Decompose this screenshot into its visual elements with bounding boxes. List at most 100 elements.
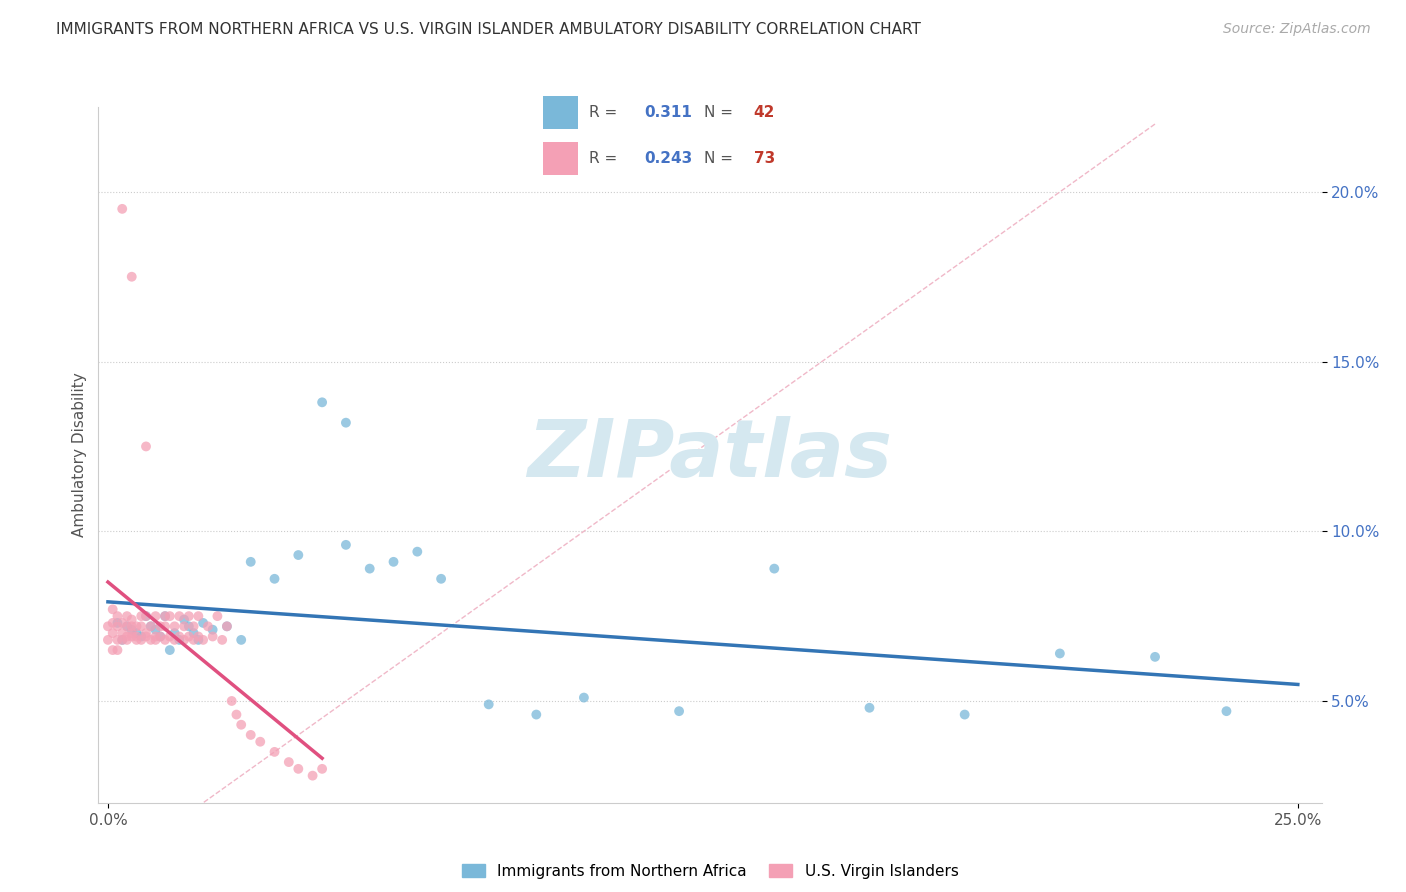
Point (159, 609, 181, 624)
Point (215, 619, 238, 633)
Point (159, 643, 181, 657)
Point (163, 632, 186, 647)
Point (129, 630, 152, 644)
Text: N =: N = (704, 105, 738, 120)
Point (101, 615, 124, 630)
Point (107, 619, 129, 633)
Point (239, 555, 262, 569)
Point (145, 623, 167, 637)
Point (101, 602, 124, 616)
Text: 0.311: 0.311 (644, 105, 692, 120)
Text: ZIPatlas: ZIPatlas (527, 416, 893, 494)
Point (173, 613, 195, 627)
Text: 42: 42 (754, 105, 775, 120)
Point (139, 619, 162, 633)
Point (153, 609, 176, 624)
Point (135, 630, 157, 644)
Point (211, 632, 233, 647)
Point (187, 609, 209, 624)
Point (139, 619, 162, 633)
Point (101, 626, 124, 640)
Point (129, 619, 152, 633)
Text: IMMIGRANTS FROM NORTHERN AFRICA VS U.S. VIRGIN ISLANDER AMBULATORY DISABILITY CO: IMMIGRANTS FROM NORTHERN AFRICA VS U.S. … (56, 22, 921, 37)
Point (145, 630, 167, 644)
Point (125, 626, 148, 640)
Legend: Immigrants from Northern Africa, U.S. Virgin Islanders: Immigrants from Northern Africa, U.S. Vi… (461, 863, 959, 879)
Point (169, 609, 191, 624)
Point (129, 609, 152, 624)
Point (201, 623, 224, 637)
Point (121, 613, 143, 627)
Point (1215, 704, 1237, 718)
Point (135, 626, 157, 640)
Text: N =: N = (704, 151, 738, 166)
Text: R =: R = (589, 105, 623, 120)
Point (111, 202, 134, 216)
Point (169, 632, 191, 647)
Point (301, 769, 323, 783)
Point (111, 615, 134, 630)
Point (478, 698, 501, 712)
Point (121, 626, 143, 640)
Point (231, 632, 253, 647)
Point (107, 615, 129, 630)
Point (177, 609, 200, 624)
Point (311, 762, 333, 776)
Point (858, 700, 880, 714)
Point (115, 632, 138, 647)
Text: R =: R = (589, 151, 623, 166)
Point (121, 630, 143, 644)
Point (139, 632, 162, 647)
Point (149, 630, 172, 644)
Point (335, 416, 357, 430)
Point (1144, 649, 1167, 664)
Point (153, 619, 176, 633)
Point (169, 630, 191, 644)
Point (187, 632, 209, 647)
Point (191, 615, 214, 630)
Point (215, 619, 238, 633)
Point (107, 632, 129, 647)
Point (263, 745, 285, 759)
Point (107, 643, 129, 657)
Point (145, 609, 167, 624)
Point (153, 609, 176, 624)
Bar (543, 96, 578, 128)
Point (135, 609, 157, 624)
Point (187, 630, 209, 644)
Point (115, 619, 138, 633)
Point (277, 755, 299, 769)
Point (231, 717, 253, 731)
Point (207, 609, 229, 624)
Point (145, 632, 167, 647)
Text: Source: ZipAtlas.com: Source: ZipAtlas.com (1223, 22, 1371, 37)
Point (239, 728, 262, 742)
Point (221, 694, 243, 708)
Point (201, 630, 224, 644)
Point (263, 572, 285, 586)
Point (177, 619, 200, 633)
Point (406, 544, 429, 558)
Point (359, 561, 381, 575)
Point (97, 619, 120, 633)
Point (287, 548, 309, 562)
Y-axis label: Ambulatory Disability: Ambulatory Disability (72, 373, 87, 537)
Point (125, 619, 148, 633)
Point (763, 561, 786, 575)
Point (125, 630, 148, 644)
Point (121, 619, 143, 633)
Point (311, 395, 333, 409)
Point (129, 632, 152, 647)
Point (101, 643, 124, 657)
Point (953, 707, 976, 722)
Text: 0.243: 0.243 (644, 151, 692, 166)
Point (572, 690, 595, 705)
Point (183, 619, 205, 633)
Point (191, 632, 214, 647)
Point (135, 439, 157, 453)
Point (135, 609, 157, 624)
Point (125, 632, 148, 647)
Point (173, 632, 195, 647)
Point (177, 630, 200, 644)
Point (335, 538, 357, 552)
